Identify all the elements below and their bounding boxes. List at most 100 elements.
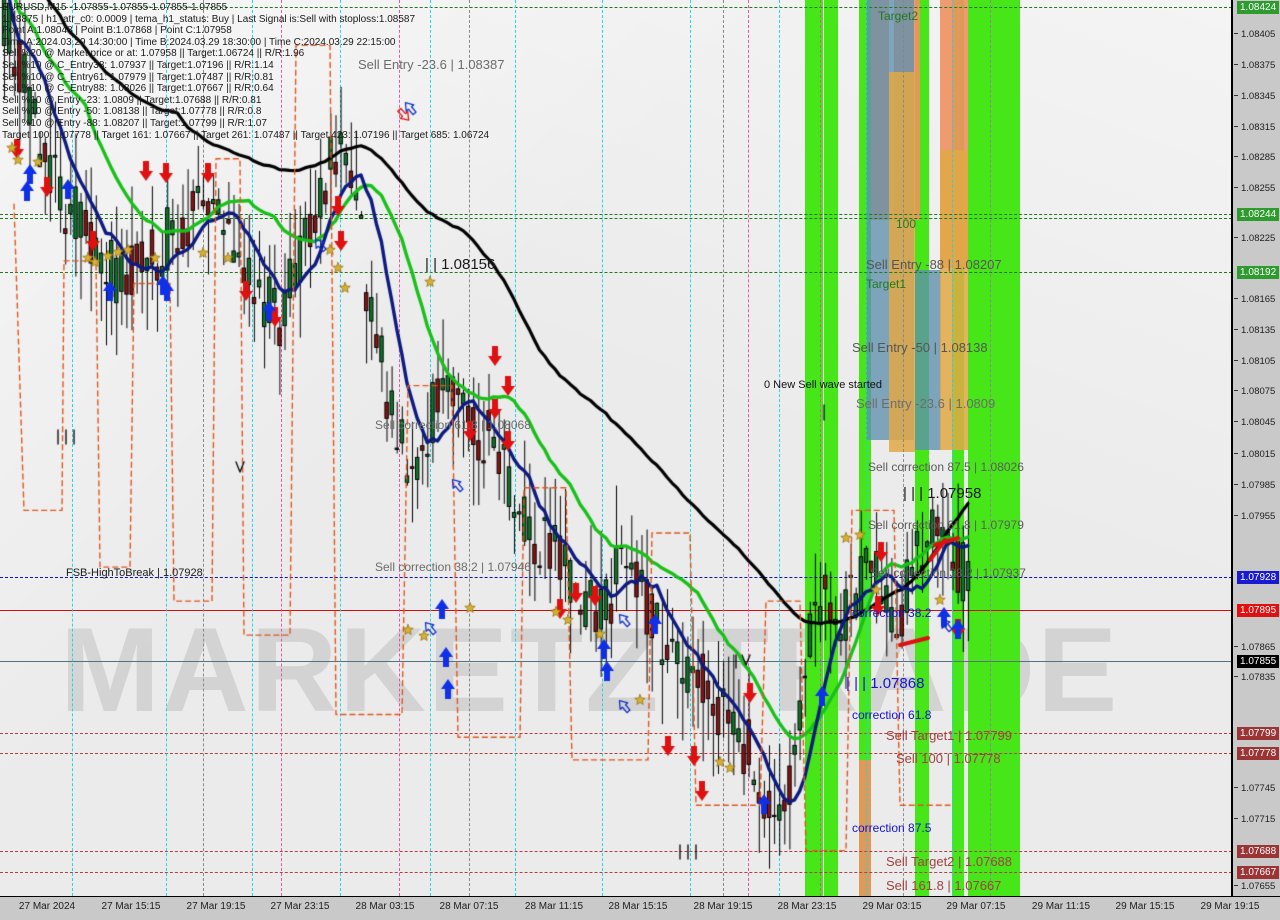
- header-line-0: EURUSD,M15 -1.07855-1.07855-1.07855-1.07…: [2, 2, 228, 13]
- tick-mark-icon: [1234, 646, 1238, 647]
- header-line-7: Sell %10 @ C_Entry88: 1.08026 || Target:…: [2, 83, 274, 95]
- price-tick-label: 1.08285: [1241, 152, 1276, 163]
- price-tick-1.07865: 1.07865: [1233, 642, 1280, 653]
- header-line-3: Time A:2024.03.29 14:30:00 | Time B:2024…: [2, 36, 396, 48]
- tick-mark-icon: [1234, 33, 1238, 34]
- tick-mark-icon: [1234, 95, 1238, 96]
- chart-label-correction-875: correction 87.5: [852, 821, 932, 835]
- chart-label-sell-entry-236: Sell Entry -23.6 | 1.0809: [856, 396, 996, 411]
- price-badge-1.07895: 1.07895: [1237, 604, 1280, 617]
- price-tick-label: 1.07985: [1241, 480, 1276, 491]
- price-tick-1.08255: 1.08255: [1233, 183, 1280, 194]
- price-series-canvas[interactable]: [0, 0, 1232, 896]
- time-tick-label: 29 Mar 11:15: [1031, 901, 1091, 912]
- price-tick-1.07985: 1.07985: [1233, 480, 1280, 491]
- price-tick-1.07955: 1.07955: [1233, 511, 1280, 522]
- chart-label-target1: Target1: [866, 277, 907, 291]
- tick-mark-icon: [1234, 187, 1238, 188]
- price-tick-1.07655: 1.07655: [1233, 881, 1280, 892]
- tick-mark-icon: [1234, 515, 1238, 516]
- price-tick-1.08315: 1.08315: [1233, 122, 1280, 133]
- header-line-6: Sell %10 @ C_Entry61: 1.07979 || Target:…: [2, 71, 274, 83]
- chart-label-new-sell-wave: 0 New Sell wave started: [764, 379, 882, 391]
- chart-label-fsb-hightobreak: FSB-HighToBreak | 1.07928: [66, 567, 203, 579]
- tick-mark-icon: [1234, 329, 1238, 330]
- chart-label-sell-entry-88: Sell Entry -88 | 1.08207: [866, 257, 1002, 272]
- price-scale[interactable]: 1.08424 1.08405 1.08375 1.08345 1.08315 1.082…: [1232, 0, 1280, 896]
- chart-label-price-107958: | | | 1.07958: [903, 485, 982, 502]
- price-tick-label: 1.08045: [1241, 417, 1276, 428]
- chart-label-sell-correction-382-right: Sell correction 38.2 | 1.07937: [870, 566, 1026, 580]
- tick-mark-icon: [1234, 126, 1238, 127]
- tick-mark-icon: [1234, 390, 1238, 391]
- tick-mark-icon: [1234, 453, 1238, 454]
- price-tick-1.07715: 1.07715: [1233, 814, 1280, 825]
- tick-mark-icon: [1234, 787, 1238, 788]
- tick-mark-icon: [1234, 298, 1238, 299]
- header-line-9: Sell %10 @ Entry -50: 1.08138 || Target:…: [2, 106, 262, 118]
- price-tick-1.08405: 1.08405: [1233, 29, 1280, 40]
- header-line-10: Sell %10 @ Entry -88: 1.08207 || Target:…: [2, 118, 267, 129]
- price-tick-label: 1.08075: [1241, 386, 1276, 397]
- chart-label-sell-entry-236-top: Sell Entry -23.6 | 1.08387: [358, 57, 505, 72]
- price-badge-1.07855: 1.07855: [1237, 655, 1280, 668]
- chart-label-sell-correction-618-mid: Sell correction 61.8 | 1.08068: [375, 418, 531, 432]
- chart-label-correction-382: correction 38.2: [852, 606, 932, 620]
- price-tick-label: 1.07865: [1241, 642, 1276, 653]
- time-tick-label: 28 Mar 15:15: [608, 901, 668, 912]
- time-tick-label: 28 Mar 11:15: [524, 901, 584, 912]
- price-tick-label: 1.07955: [1241, 511, 1276, 522]
- price-tick-1.08015: 1.08015: [1233, 449, 1280, 460]
- price-tick-1.07745: 1.07745: [1233, 783, 1280, 794]
- chart-label-sell-correction-618: Sell correction 61.8 | 1.07979: [868, 518, 1024, 532]
- chart-label-sell-correction-382-mid: Sell correction 38.2 | 1.07946: [375, 560, 531, 574]
- time-tick-label: 27 Mar 15:15: [101, 901, 161, 912]
- price-tick-label: 1.08315: [1241, 122, 1276, 133]
- tick-mark-icon: [1234, 237, 1238, 238]
- chart-label-sell-1618: Sell 161.8 | 1.07667: [886, 878, 1002, 893]
- price-tick-1.08285: 1.08285: [1233, 152, 1280, 163]
- header-line-4: Sell %20 @ Market price or at: 1.07958 |…: [2, 48, 305, 60]
- price-badge-1.07688: 1.07688: [1237, 845, 1280, 858]
- price-tick-label: 1.08165: [1241, 294, 1276, 305]
- price-badge-1.07667: 1.07667: [1237, 866, 1280, 879]
- price-tick-label: 1.08015: [1241, 449, 1276, 460]
- price-badge-1.08244: 1.08244: [1237, 208, 1280, 221]
- price-tick-1.08045: 1.08045: [1233, 417, 1280, 428]
- price-badge-1.07928: 1.07928: [1237, 571, 1280, 584]
- time-tick-label: 29 Mar 07:15: [946, 901, 1006, 912]
- chart-plot-area[interactable]: MARKETZ TRADE Sell Entry -23.6 | 1.08387…: [0, 0, 1232, 896]
- price-tick-label: 1.07835: [1241, 672, 1276, 683]
- price-tick-1.08345: 1.08345: [1233, 91, 1280, 102]
- price-tick-1.08135: 1.08135: [1233, 325, 1280, 336]
- header-line-8: Sell %10 @ Entry -23: 1.0809 || Target:1…: [2, 94, 262, 106]
- chart-label-sell-100: Sell 100 | 1.07778: [896, 751, 1001, 766]
- price-badge-1.08424: 1.08424: [1237, 1, 1280, 14]
- chart-label-level-100: 100: [896, 217, 917, 231]
- time-tick-label: 27 Mar 19:15: [186, 901, 246, 912]
- price-tick-1.08105: 1.08105: [1233, 356, 1280, 367]
- tick-mark-icon: [1234, 818, 1238, 819]
- tick-mark-icon: [1234, 156, 1238, 157]
- plot-right-border: [1231, 0, 1232, 896]
- time-tick-label: 28 Mar 07:15: [439, 901, 499, 912]
- chart-label-sell-target2: Sell Target2 | 1.07688: [886, 854, 1013, 869]
- chart-label-sell-target1: Sell Target1 | 1.07799: [886, 728, 1013, 743]
- price-tick-label: 1.08225: [1241, 233, 1276, 244]
- price-tick-label: 1.08375: [1241, 60, 1276, 71]
- tick-mark-icon: [1234, 885, 1238, 886]
- header-line-11: Target 100: 1.07778 || Target 161: 1.076…: [2, 129, 490, 141]
- price-tick-label: 1.08105: [1241, 356, 1276, 367]
- time-tick-label: 29 Mar 15:15: [1115, 901, 1175, 912]
- price-badge-1.08192: 1.08192: [1237, 266, 1280, 279]
- time-tick-label: 29 Mar 03:15: [862, 901, 922, 912]
- price-tick-1.08165: 1.08165: [1233, 294, 1280, 305]
- header-line-5: Sell %10 @ C_Entry38: 1.07937 || Target:…: [2, 60, 274, 71]
- time-scale[interactable]: 27 Mar 2024 27 Mar 15:15 27 Mar 19:15 27 Ma…: [0, 896, 1280, 920]
- price-tick-label: 1.07745: [1241, 783, 1276, 794]
- tick-mark-icon: [1234, 421, 1238, 422]
- time-tick-label: 29 Mar 19:15: [1200, 901, 1260, 912]
- price-tick-1.08075: 1.08075: [1233, 386, 1280, 397]
- chart-label-price-107868: | | | 1.07868: [846, 675, 925, 692]
